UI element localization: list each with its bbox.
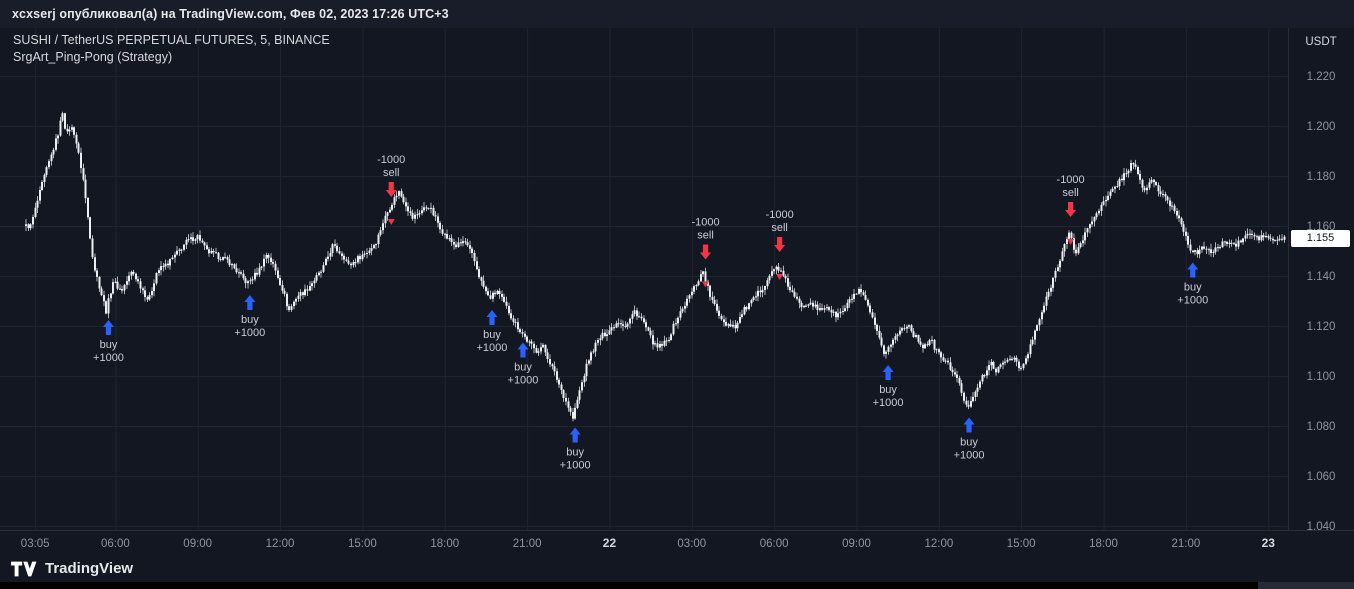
time-tick-label: 09:00 [183, 538, 212, 550]
chart-legend: SUSHI / TetherUS PERPETUAL FUTURES, 5, B… [13, 32, 330, 66]
sell-arrow-icon [385, 182, 397, 197]
trade-marker-buy: buy+1000 [1177, 262, 1208, 307]
buy-arrow-icon [102, 320, 114, 335]
sell-marker-label: -1000 [766, 209, 794, 221]
time-tick-label: 22 [603, 536, 617, 550]
time-tick-label: 15:00 [1007, 538, 1036, 550]
buy-marker-label: buy [566, 447, 584, 459]
strategy-markers: buy+1000buy+1000-1000sellbuy+1000buy+100… [93, 154, 1208, 472]
buy-arrow-icon [569, 427, 581, 443]
buy-marker-label: +1000 [560, 460, 591, 472]
trade-marker-buy: buy+1000 [234, 295, 265, 339]
buy-marker-label: +1000 [93, 352, 124, 364]
sell-marker-label: sell [771, 222, 788, 234]
buy-arrow-icon [882, 365, 894, 380]
buy-marker-label: buy [483, 329, 501, 341]
price-tick-label: 1.200 [1307, 121, 1336, 133]
buy-marker-label: buy [514, 362, 532, 374]
buy-marker-label: +1000 [234, 327, 265, 339]
attribution-text: xcxserj опубликовал(а) на TradingView.co… [12, 7, 449, 21]
sell-marker-label: -1000 [691, 217, 719, 229]
sell-arrow-icon [700, 244, 712, 260]
buy-marker-label: +1000 [1177, 295, 1208, 307]
trade-marker-buy: buy+1000 [508, 342, 539, 387]
buy-marker-label: buy [879, 384, 897, 396]
sell-arrow-icon [1065, 202, 1077, 217]
sell-arrow-icon [774, 237, 786, 252]
trade-marker-buy: buy+1000 [560, 427, 591, 472]
price-axis[interactable]: 1.2201.2001.1801.1601.1401.1201.1001.080… [1307, 71, 1336, 533]
price-tick-label: 1.080 [1307, 421, 1336, 433]
sell-fill-marker-icon [702, 281, 710, 288]
time-axis[interactable]: 03:05 06:00 09:00 12:00 15:00 18:00 21:00 22 03:… [21, 536, 1275, 550]
sell-marker-label: sell [697, 230, 714, 242]
footer-bar: TradingView [0, 555, 1354, 582]
buy-marker-label: buy [241, 314, 259, 326]
buy-marker-label: +1000 [477, 342, 508, 354]
trade-marker-buy: buy+1000 [873, 365, 904, 409]
last-price-label: 1.155 [1291, 230, 1350, 247]
buy-marker-label: +1000 [954, 450, 985, 462]
trade-marker-buy: buy+1000 [93, 320, 124, 364]
time-tick-label: 21:00 [1172, 538, 1201, 550]
buy-arrow-icon [244, 295, 256, 310]
buy-arrow-icon [517, 342, 529, 358]
price-tick-label: 1.140 [1307, 271, 1336, 283]
legend-strategy[interactable]: SrgArt_Ping-Pong (Strategy) [13, 50, 173, 64]
candle-wicks [25, 111, 1285, 422]
sell-fill-marker-icon [1067, 239, 1075, 245]
time-tick-label: 18:00 [430, 538, 459, 550]
trade-marker-buy: buy+1000 [477, 310, 508, 354]
sell-marker-label: -1000 [377, 154, 405, 166]
sell-marker-label: sell [1062, 187, 1079, 199]
candle-bodies [25, 113, 1286, 419]
sell-marker-label: -1000 [1057, 174, 1085, 186]
time-tick-label: 15:00 [348, 538, 377, 550]
sell-marker-label: sell [383, 167, 400, 179]
buy-arrow-icon [1187, 262, 1199, 278]
price-tick-label: 1.100 [1307, 371, 1336, 383]
attribution-bar: xcxserj опубликовал(а) на TradingView.co… [0, 0, 1354, 28]
price-tick-label: 1.040 [1307, 521, 1336, 533]
bottom-strip-right [1258, 582, 1354, 589]
buy-arrow-icon [963, 417, 975, 433]
price-tick-label: 1.180 [1307, 171, 1336, 183]
price-tick-label: 1.120 [1307, 321, 1336, 333]
time-tick-label: 23 [1262, 536, 1276, 550]
time-tick-label: 03:00 [677, 538, 706, 550]
time-tick-label: 03:05 [21, 538, 50, 550]
time-tick-label: 06:00 [760, 538, 789, 550]
buy-arrow-icon [486, 310, 498, 325]
buy-marker-label: +1000 [873, 397, 904, 409]
tradingview-logo[interactable]: TradingView [11, 560, 133, 577]
sell-fill-marker-icon [776, 274, 784, 280]
buy-marker-label: buy [1184, 282, 1202, 294]
grid [0, 28, 1288, 531]
time-tick-label: 21:00 [513, 538, 542, 550]
buy-marker-label: buy [960, 437, 978, 449]
buy-marker-label: buy [100, 339, 118, 351]
bottom-strip [0, 582, 1258, 589]
price-tick-label: 1.220 [1307, 71, 1336, 83]
sell-fill-marker-icon [387, 219, 395, 225]
buy-marker-label: +1000 [508, 375, 539, 387]
trade-marker-buy: buy+1000 [954, 417, 985, 462]
price-axis-currency: USDT [1305, 36, 1337, 48]
time-tick-label: 12:00 [266, 538, 295, 550]
tradingview-logo-icon [11, 561, 37, 576]
legend-symbol[interactable]: SUSHI / TetherUS PERPETUAL FUTURES, 5, B… [13, 33, 330, 47]
time-tick-label: 18:00 [1089, 538, 1118, 550]
tradingview-logo-text: TradingView [45, 560, 134, 577]
price-tick-label: 1.060 [1307, 471, 1336, 483]
time-tick-label: 12:00 [924, 538, 953, 550]
time-tick-label: 06:00 [101, 538, 130, 550]
time-tick-label: 09:00 [842, 538, 871, 550]
